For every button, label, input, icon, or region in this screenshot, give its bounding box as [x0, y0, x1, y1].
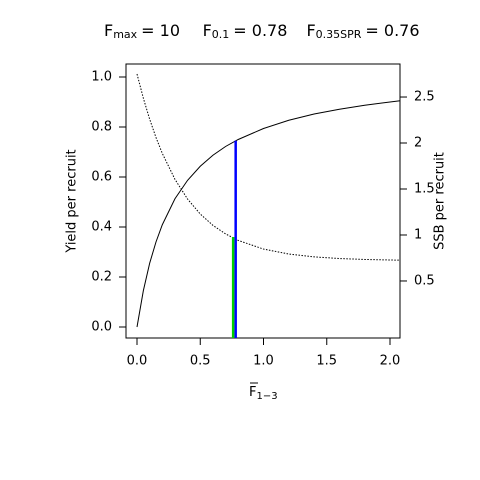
y-tick-label: 0.0	[91, 320, 112, 335]
y-tick-label: 0.8	[91, 120, 112, 135]
y-axis-label: Yield per recruit	[65, 149, 80, 253]
y2-tick-label: 2.5	[414, 90, 435, 105]
series-line	[136, 73, 401, 261]
title-item: Fmax = 10	[104, 21, 180, 42]
y2-axis-label: SSB per recruit	[433, 152, 448, 250]
symbol: F	[249, 385, 256, 400]
y2-tick-label: 1.5	[414, 181, 435, 196]
title-item: F0.35SPR = 0.76	[306, 21, 419, 42]
value: = 0.78	[233, 21, 287, 40]
series-line	[136, 100, 401, 328]
x-tick-label: 0.0	[127, 354, 148, 369]
x-tick-label: 2.0	[380, 354, 401, 369]
y-tick-label: 1.0	[91, 70, 112, 85]
x-axis-label-text: F1−3	[249, 385, 278, 403]
symbol: F	[306, 21, 315, 40]
y2-tick-label: 0.5	[414, 273, 435, 288]
value: = 10	[141, 21, 180, 40]
symbol: F	[104, 21, 113, 40]
subscript: 0.1	[212, 28, 230, 41]
y-tick-label: 0.4	[91, 220, 112, 235]
symbol: F	[203, 21, 212, 40]
x-tick-label: 1.0	[253, 354, 274, 369]
y2-tick-label: 1	[414, 227, 422, 242]
y-tick-label: 0.2	[91, 270, 112, 285]
value: = 0.76	[365, 21, 419, 40]
title-item: F0.1 = 0.78	[203, 21, 288, 42]
subscript: max	[113, 28, 137, 41]
x-tick-label: 0.5	[190, 354, 211, 369]
x-axis-label: F1−3	[249, 382, 278, 403]
subscript: 1−3	[256, 391, 277, 402]
y2-tick-label: 2	[414, 136, 422, 151]
y-tick-label: 0.6	[91, 170, 112, 185]
subscript: 0.35SPR	[316, 28, 362, 41]
x-tick-label: 1.5	[316, 354, 337, 369]
